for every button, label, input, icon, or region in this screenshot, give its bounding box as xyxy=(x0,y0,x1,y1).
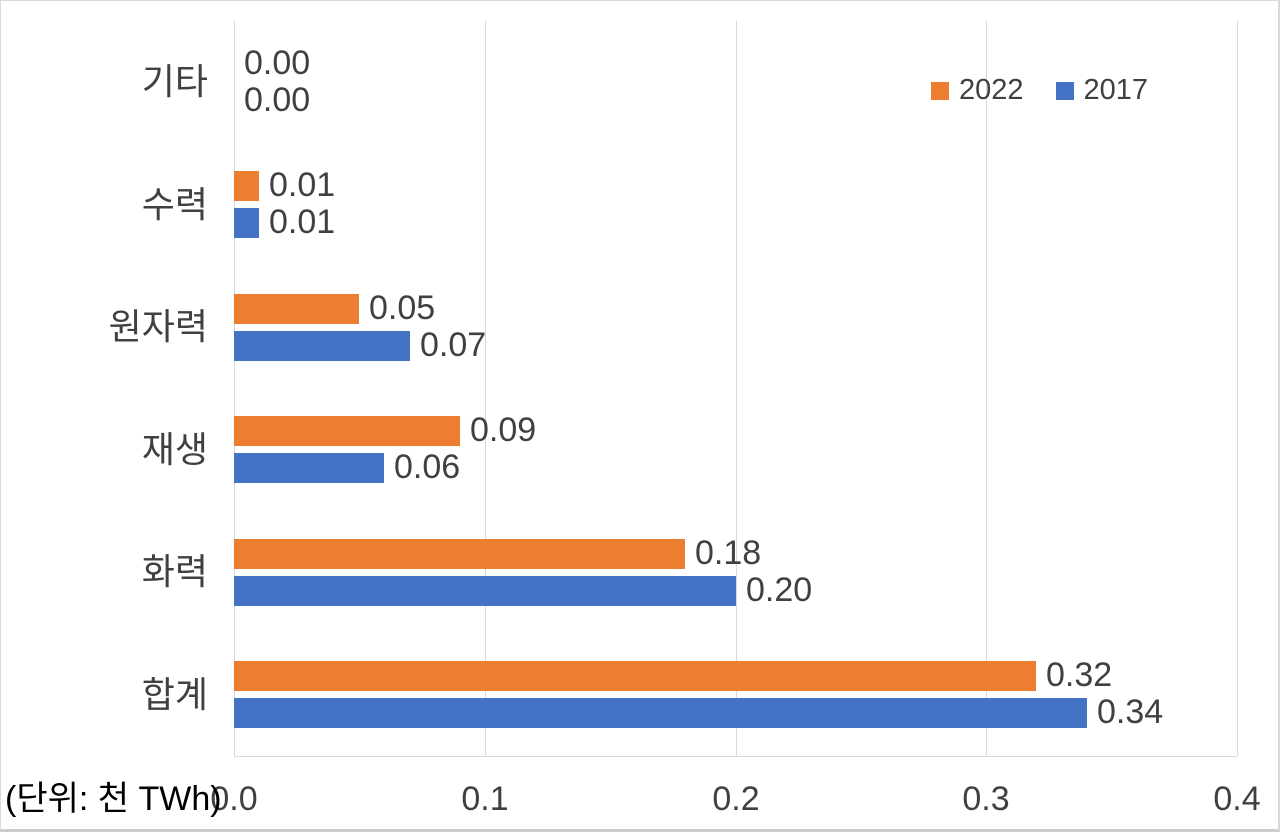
bar-2022 xyxy=(234,661,1036,691)
bar-2022 xyxy=(234,294,359,324)
bar-2017 xyxy=(234,208,259,238)
data-label: 0.07 xyxy=(420,326,487,365)
legend: 2022 2017 xyxy=(931,74,1148,107)
bar-2022 xyxy=(234,171,259,201)
bar-2017 xyxy=(234,576,736,606)
legend-label: 2017 xyxy=(1083,74,1149,106)
data-label: 0.00 xyxy=(244,44,311,83)
x-axis-tick-label: 0.1 xyxy=(461,780,509,818)
bar-2022 xyxy=(234,416,460,446)
category-label: 재생 xyxy=(141,429,208,471)
data-label: 0.01 xyxy=(269,203,336,242)
x-axis-tick-label: 0.2 xyxy=(712,780,760,818)
legend-swatch-2017 xyxy=(1055,81,1074,100)
legend-item-2017: 2017 xyxy=(1055,74,1149,107)
data-label: 0.32 xyxy=(1046,656,1113,695)
data-label: 0.20 xyxy=(746,571,813,610)
data-label: 0.06 xyxy=(394,448,461,487)
x-axis-line xyxy=(234,756,1237,757)
category-label: 수력 xyxy=(141,184,208,226)
category-label: 합계 xyxy=(141,674,208,716)
data-label: 0.18 xyxy=(695,534,762,573)
legend-swatch-2022 xyxy=(931,81,949,100)
data-label: 0.34 xyxy=(1097,693,1164,732)
category-label: 원자력 xyxy=(108,306,208,348)
data-label: 0.01 xyxy=(269,166,336,205)
data-label: 0.05 xyxy=(369,289,436,328)
data-label: 0.00 xyxy=(244,81,311,120)
category-label: 기타 xyxy=(141,61,208,103)
category-label: 화력 xyxy=(141,551,208,593)
x-axis-tick-label: 0.3 xyxy=(962,780,1010,818)
bar-2017 xyxy=(234,331,410,361)
vertical-gridline xyxy=(485,21,486,756)
vertical-gridline xyxy=(1237,21,1238,756)
vertical-gridline xyxy=(986,21,987,756)
bar-2022 xyxy=(234,539,685,569)
legend-label: 2022 xyxy=(959,74,1024,106)
bar-2017 xyxy=(234,698,1087,728)
bar-2017 xyxy=(234,453,384,483)
x-axis-tick-label: 0.4 xyxy=(1213,780,1261,818)
data-label: 0.09 xyxy=(470,411,537,450)
y-axis-line xyxy=(234,21,235,756)
x-axis-tick-label: 0.0 xyxy=(210,780,258,818)
unit-note: (단위: 천 TWh) xyxy=(5,780,222,818)
legend-item-2022: 2022 xyxy=(931,74,1024,107)
vertical-gridline xyxy=(736,21,737,756)
